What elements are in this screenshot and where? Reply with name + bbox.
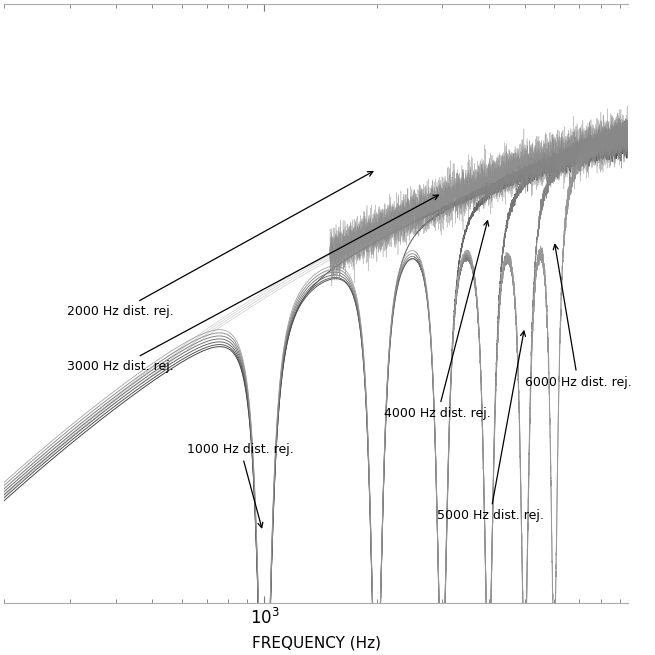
Text: 3000 Hz dist. rej.: 3000 Hz dist. rej. bbox=[67, 195, 438, 373]
X-axis label: FREQUENCY (Hz): FREQUENCY (Hz) bbox=[252, 636, 381, 651]
Text: 5000 Hz dist. rej.: 5000 Hz dist. rej. bbox=[437, 331, 544, 523]
Text: 1000 Hz dist. rej.: 1000 Hz dist. rej. bbox=[187, 443, 294, 528]
Text: 4000 Hz dist. rej.: 4000 Hz dist. rej. bbox=[384, 221, 491, 420]
Text: 2000 Hz dist. rej.: 2000 Hz dist. rej. bbox=[67, 172, 373, 318]
Text: 6000 Hz dist. rej.: 6000 Hz dist. rej. bbox=[525, 244, 631, 388]
